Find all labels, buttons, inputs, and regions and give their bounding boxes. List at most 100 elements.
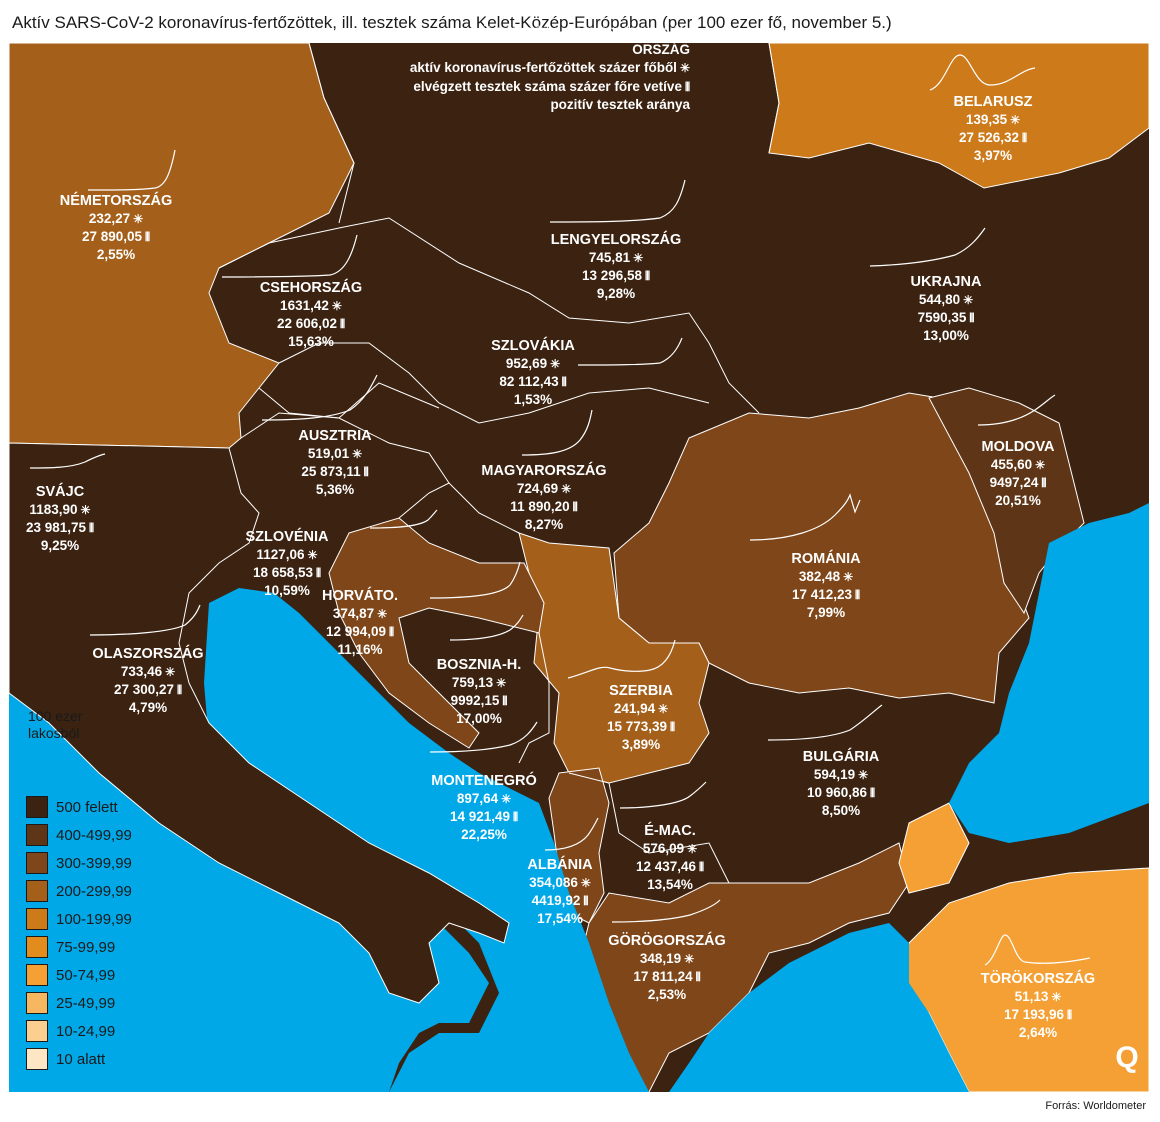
positive-value: 9,28% — [596, 286, 636, 301]
label-moldova: MOLDOVA 455,60 ✳ 9497,24 ⫴ 20,51% — [981, 438, 1054, 510]
country-name: OLASZORSZÁG — [92, 646, 204, 662]
country-name: SZLOVÁKIA — [491, 338, 575, 354]
virus-icon: ✳ — [858, 768, 869, 782]
country-tests-row: 13 296,58 ⫴ — [551, 267, 682, 285]
sparkline-czech — [221, 234, 358, 278]
tests-value: 11 890,20 — [510, 499, 570, 514]
label-croatia: HORVÁTO. 374,87 ✳ 12 994,09 ⫴ 11,16% — [322, 587, 398, 659]
country-active-row: 139,35 ✳ — [954, 111, 1033, 129]
country-tests-row: 10 960,86 ⫴ — [803, 784, 880, 802]
legend-swatch — [26, 908, 48, 930]
test-tube-icon: ⫴ — [177, 683, 183, 697]
positive-value: 17,54% — [537, 911, 583, 926]
active-value: 354,086 — [529, 875, 578, 890]
country-name: GÖRÖGORSZÁG — [608, 933, 726, 949]
country-tests-row: 25 873,11 ⫴ — [298, 463, 371, 481]
active-value: 733,46 — [120, 664, 163, 679]
sparkline-greece — [611, 899, 721, 923]
virus-icon: ✳ — [843, 570, 854, 584]
label-belarus: BELARUSZ 139,35 ✳ 27 526,32 ⫴ 3,97% — [954, 93, 1033, 165]
active-value: 594,19 — [813, 767, 856, 782]
country-tests-row: 11 890,20 ⫴ — [481, 498, 606, 516]
country-name: MONTENEGRÓ — [431, 773, 537, 789]
sparkline-nmac — [619, 781, 707, 809]
legend-swatch — [26, 852, 48, 874]
source-note: Forrás: Worldometer — [1045, 1100, 1146, 1112]
legend-label: 10-24,99 — [56, 1022, 116, 1040]
legend-item: 50-74,99 — [26, 964, 115, 986]
country-name: ALBÁNIA — [527, 857, 593, 873]
sea-aegean — [669, 923, 969, 1092]
active-value: 759,13 — [451, 675, 494, 690]
label-montenegro: MONTENEGRÓ 897,64 ✳ 14 921,49 ⫴ 22,25% — [431, 772, 537, 844]
country-name: BELARUSZ — [953, 94, 1033, 110]
key-active-label: aktív koronavírus-fertőzöttek százer főb… — [409, 60, 677, 75]
sparkline-turkey — [984, 934, 1091, 966]
positive-value: 5,36% — [315, 482, 355, 497]
country-active-row: 594,19 ✳ — [803, 766, 880, 784]
country-name: NÉMETORSZÁG — [59, 193, 173, 209]
legend-swatch — [26, 880, 48, 902]
country-name: ROMÁNIA — [791, 551, 861, 567]
country-tests-row: 17 412,23 ⫴ — [791, 586, 860, 604]
country-name: AUSZTRIA — [298, 428, 372, 444]
test-tube-icon: ⫴ — [695, 970, 701, 984]
q-logo: Q — [1115, 1041, 1139, 1074]
legend-label: 300-399,99 — [56, 854, 132, 872]
active-value: 1127,06 — [256, 547, 305, 562]
virus-icon: ✳ — [687, 842, 698, 856]
active-value: 724,69 — [516, 481, 559, 496]
country-name: É-MAC. — [644, 823, 696, 839]
key-active: aktív koronavírus-fertőzöttek százer főb… — [410, 59, 690, 78]
legend-swatch — [26, 992, 48, 1014]
country-active-row: 1183,90 ✳ — [26, 501, 94, 519]
test-tube-icon: ⫴ — [145, 230, 151, 244]
sparkline-slovenia — [369, 509, 438, 529]
test-tube-icon: ⫴ — [363, 465, 369, 479]
label-north-macedonia: É-MAC. 576,09 ✳ 12 437,46 ⫴ 13,54% — [636, 822, 704, 894]
positive-value: 1,53% — [513, 392, 553, 407]
test-tube-icon: ⫴ — [389, 625, 395, 639]
country-active-row: 576,09 ✳ — [636, 840, 704, 858]
virus-icon: ✳ — [331, 299, 342, 313]
positive-value: 8,50% — [821, 803, 861, 818]
positive-value: 2,53% — [647, 987, 687, 1002]
label-bulgaria: BULGÁRIA 594,19 ✳ 10 960,86 ⫴ 8,50% — [803, 748, 880, 820]
country-tests-row: 18 658,53 ⫴ — [246, 564, 329, 582]
active-value: 745,81 — [588, 250, 631, 265]
sparkline-slovakia — [577, 337, 683, 366]
country-tests-row: 82 112,43 ⫴ — [491, 373, 575, 391]
tests-value: 13 296,58 — [581, 268, 643, 283]
active-value: 455,60 — [990, 457, 1033, 472]
legend-label: 25-49,99 — [56, 994, 116, 1012]
tests-value: 9497,24 — [989, 475, 1039, 490]
tests-value: 22 606,02 — [276, 316, 338, 331]
test-tube-icon: ⫴ — [855, 588, 861, 602]
country-name: TÖRÖKORSZÁG — [980, 971, 1096, 987]
positive-value: 2,55% — [96, 247, 136, 262]
label-turkey: TÖRÖKORSZÁG 51,13 ✳ 17 193,96 ⫴ 2,64% — [981, 970, 1095, 1042]
country-tests-row: 27 300,27 ⫴ — [92, 681, 203, 699]
country-active-row: 745,81 ✳ — [551, 249, 682, 267]
country-name: SZERBIA — [609, 683, 673, 699]
label-germany: NÉMETORSZÁG 232,27 ✳ 27 890,05 ⫴ 2,55% — [60, 192, 173, 264]
positive-value: 13,00% — [923, 328, 969, 343]
country-name: LENGYELORSZÁG — [550, 232, 682, 248]
legend-swatch — [26, 796, 48, 818]
active-value: 576,09 — [642, 841, 685, 856]
test-tube-icon: ⫴ — [502, 694, 508, 708]
country-tests-row: 15 773,39 ⫴ — [607, 718, 675, 736]
test-tube-icon: ⫴ — [870, 786, 876, 800]
active-value: 897,64 — [456, 791, 499, 806]
legend-item: 100-199,99 — [26, 908, 132, 930]
sparkline-serbia — [567, 639, 676, 679]
country-name: CSEHORSZÁG — [259, 280, 363, 296]
legend-swatch — [26, 964, 48, 986]
positive-value: 10,59% — [264, 583, 310, 598]
country-name: MAGYARORSZÁG — [481, 463, 607, 479]
region-serbia — [518, 532, 710, 784]
key-tests: elvégzett tesztek száma százer főre vetí… — [410, 78, 690, 97]
positive-value: 3,97% — [973, 148, 1013, 163]
country-tests-row: 7590,35 ⫴ — [911, 309, 982, 327]
